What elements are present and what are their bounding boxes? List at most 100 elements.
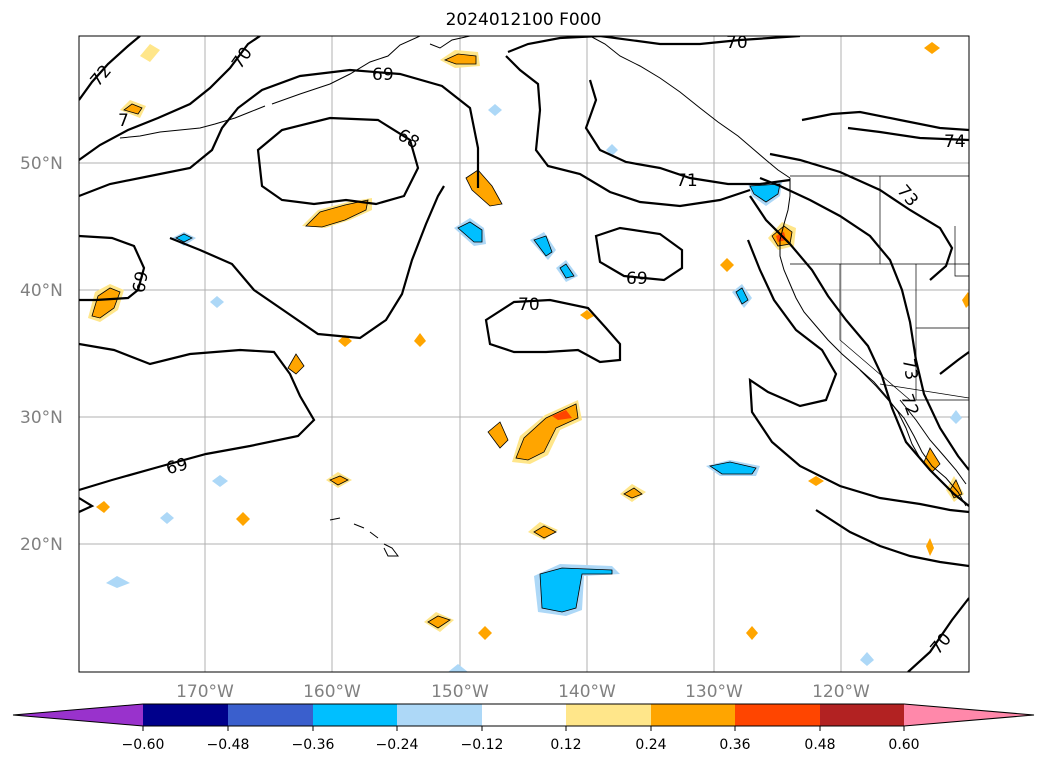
contour-label: 69 [626, 269, 648, 289]
contour-70-north [507, 36, 801, 54]
contour-label: 69 [129, 270, 152, 295]
canada-coast [589, 36, 791, 179]
shaded-anomalies [88, 42, 969, 672]
anomaly-blob-negative [448, 664, 468, 672]
lon-label-130w: 130°W [685, 682, 743, 702]
contour-73-north [801, 110, 969, 132]
anomaly-blob-positive [123, 103, 143, 115]
contour-73-band [769, 152, 954, 281]
colorbar-tick-label: 0.36 [719, 737, 750, 753]
colorbar-tick-label: 0.48 [804, 737, 835, 753]
anomaly-blob-negative [106, 576, 130, 588]
anomaly-blob-negative [708, 461, 757, 475]
anomaly-blob-positive [305, 199, 369, 228]
mexico-border [879, 383, 969, 399]
aleutian-islands [119, 105, 266, 139]
anomaly-blob-negative [212, 475, 228, 487]
anomaly-blob-negative [488, 104, 502, 116]
anomaly-blob-negative [735, 287, 749, 305]
mexico-coast [899, 399, 967, 485]
contour-69-west [79, 234, 146, 302]
anomaly-blob-positive [443, 53, 477, 65]
contour-label: 69 [372, 65, 394, 85]
anomaly-blob-negative [533, 235, 553, 257]
colorbar-segment [820, 704, 904, 726]
colorbar-tick-label: −0.36 [292, 737, 335, 753]
contour-71-band [749, 195, 969, 507]
anomaly-blob-negative [539, 567, 613, 613]
lat-label-40n: 40°N [20, 281, 63, 301]
contour-label: 74 [944, 132, 966, 152]
graticule [79, 36, 969, 672]
contour-69-east-loop [594, 226, 684, 282]
baja-peninsula [859, 369, 967, 507]
anomaly-blob-positive [808, 476, 824, 486]
colorbar-extend-high [904, 704, 1034, 726]
contour-69-small [79, 497, 95, 513]
anomaly-blob-positive [414, 333, 426, 347]
anomaly-blob-positive [140, 44, 160, 62]
anomaly-blob-positive [552, 410, 572, 420]
anomaly-blob-positive [329, 475, 349, 486]
coastlines [119, 36, 967, 557]
anomaly-blob-positive [533, 525, 557, 539]
colorbar-tick-label: 0.24 [635, 737, 666, 753]
anomaly-blob-positive [236, 512, 250, 526]
colorbar-tick-label: 0.12 [550, 737, 581, 753]
colorbar-segment [397, 704, 482, 726]
colorbar-tick-label: −0.60 [122, 737, 165, 753]
contour-68-loop [256, 116, 420, 206]
colorbar-segment [313, 704, 397, 726]
colorbar-segment [228, 704, 313, 726]
longitude-labels: 170°W 160°W 150°W 140°W 130°W 120°W [176, 682, 870, 702]
lon-label-120w: 120°W [812, 682, 870, 702]
colorbar-segment [482, 704, 566, 726]
anomaly-blob-negative [559, 263, 575, 279]
colorbar-segment [651, 704, 735, 726]
anomaly-blob-positive [96, 501, 110, 513]
anomaly-blob-negative [950, 410, 962, 424]
colorbar-extend-low [13, 704, 143, 726]
contour-72-band [759, 176, 969, 471]
lat-label-50n: 50°N [20, 154, 63, 174]
lon-label-160w: 160°W [303, 682, 361, 702]
contour-label: 73 [898, 357, 921, 382]
contour-labels: 72 70 69 68 70 71 74 73 69 69 70 69 73 7… [87, 33, 966, 659]
contour-label: 70 [726, 33, 748, 53]
colorbar-ticks [142, 726, 905, 731]
contour-70-south [815, 509, 969, 568]
anomaly-blob-positive [287, 353, 305, 375]
anomaly-blob-positive [91, 287, 121, 319]
contour-label: 7 [118, 111, 129, 131]
colorbar-tick-label: 0.60 [888, 737, 919, 753]
contour-69-south [79, 342, 316, 492]
state-border [839, 264, 911, 401]
lon-label-150w: 150°W [431, 682, 489, 702]
contour-label: 71 [676, 171, 698, 191]
anomaly-blob-negative [160, 512, 174, 524]
contour-label: 70 [518, 295, 540, 315]
map-background [79, 36, 969, 672]
anomaly-blob-negative [175, 233, 193, 243]
anomaly-blob-positive [487, 421, 509, 449]
anomaly-blob-positive [580, 310, 594, 320]
contour-69-far-east [939, 351, 969, 375]
anomaly-blob-positive [924, 42, 940, 54]
contour-70-northwest [79, 36, 261, 161]
colorbar-segment [735, 704, 820, 726]
lon-label-170w: 170°W [176, 682, 234, 702]
map-frame [78, 35, 970, 673]
anomaly-blob-positive [746, 626, 758, 640]
state-border [954, 226, 969, 277]
anomaly-blob-negative [210, 296, 224, 308]
contour-70-east-upper [505, 55, 751, 208]
contour-70-band [746, 239, 969, 514]
anomaly-blob-positive [427, 615, 451, 629]
anomaly-blob-positive [926, 538, 934, 556]
contour-72 [79, 36, 141, 101]
alaska-coast [271, 36, 471, 105]
colorbar-tick-label: −0.24 [376, 737, 419, 753]
anomaly-blob-negative [457, 221, 483, 243]
anomaly-blob-positive [962, 292, 969, 308]
